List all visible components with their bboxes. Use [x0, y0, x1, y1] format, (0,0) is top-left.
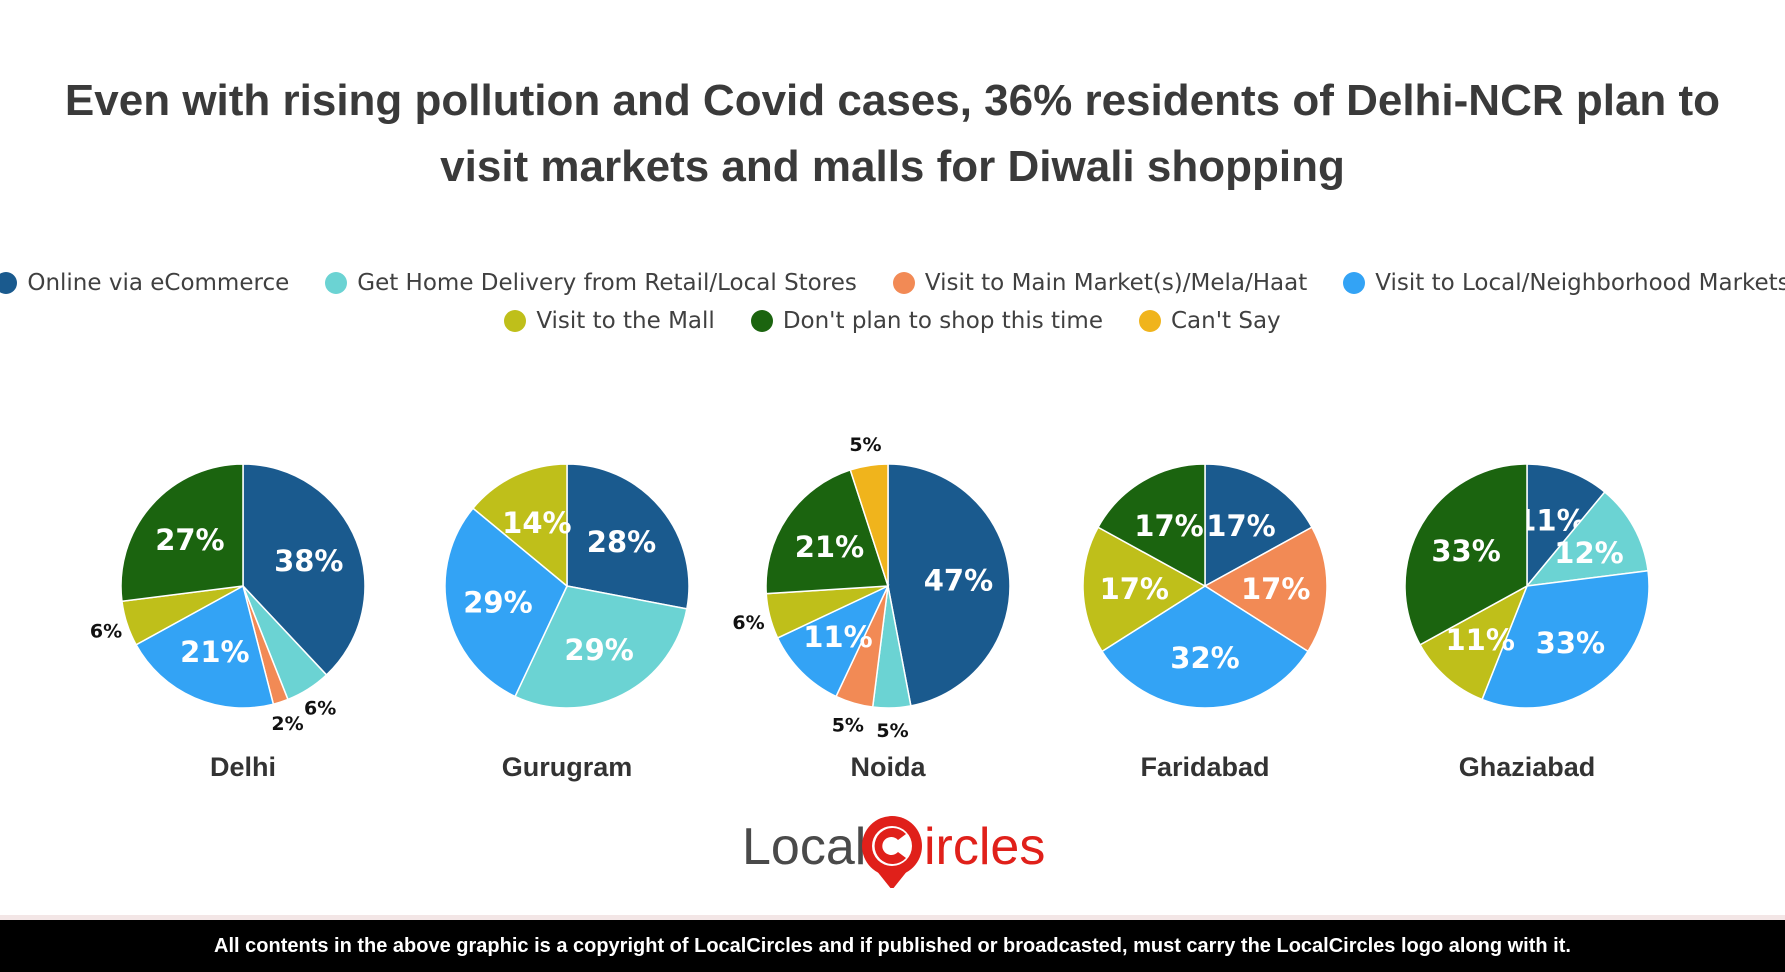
- legend-dot-icon: [504, 310, 527, 332]
- legend-dot-icon: [750, 310, 773, 332]
- slice-label: 2%: [271, 713, 303, 735]
- pie-slice: [1481, 569, 1650, 709]
- pie-slice: [1082, 526, 1207, 653]
- pie-slice: [1526, 463, 1606, 589]
- slice-label: 6%: [304, 698, 336, 720]
- pie-slice: [849, 463, 889, 587]
- pie-slice: [566, 463, 690, 610]
- legend-label: Online via eCommerce: [27, 270, 290, 296]
- pie-title: Delhi: [210, 752, 276, 782]
- slice-label: 29%: [564, 633, 633, 667]
- pie-faridabad: 17%17%32%17%17%Faridabad: [1082, 463, 1328, 782]
- slice-label: 14%: [502, 506, 571, 540]
- legend-item: Get Home Delivery from Retail/Local Stor…: [325, 270, 857, 296]
- pie-slice: [514, 585, 688, 709]
- legend-label: Don't plan to shop this time: [782, 308, 1103, 334]
- pie-slice: [1419, 584, 1529, 701]
- slice-label: 47%: [924, 563, 993, 597]
- legend-label: Get Home Delivery from Retail/Local Stor…: [357, 270, 857, 296]
- logo-text-local: Local: [742, 818, 866, 876]
- pie-title: Noida: [850, 752, 926, 782]
- pie-title: Gurugram: [502, 752, 633, 782]
- slice-label: 33%: [1431, 534, 1500, 568]
- pie-delhi: 38%6%2%21%6%27%Delhi: [90, 463, 366, 782]
- map-pin-icon: [862, 816, 922, 888]
- pie-slice: [887, 463, 1011, 707]
- legend-item: Visit to Main Market(s)/Mela/Haat: [892, 270, 1308, 296]
- pie-slice: [1404, 463, 1528, 646]
- pie-slice: [444, 507, 568, 698]
- pie-title: Ghaziabad: [1459, 752, 1596, 782]
- slice-label: 17%: [1100, 572, 1169, 606]
- slice-label: 17%: [1206, 509, 1275, 543]
- localcircles-logo: Local ircles: [742, 816, 1045, 888]
- slice-label: 28%: [587, 525, 656, 559]
- legend-row-2: Visit to the Mall Don't plan to shop thi…: [60, 308, 1725, 334]
- slice-label: 33%: [1536, 626, 1605, 660]
- pie-slice: [1203, 526, 1328, 653]
- legend-dot-icon: [1343, 272, 1366, 294]
- legend-label: Can't Say: [1170, 308, 1281, 334]
- pie-slice: [1097, 463, 1206, 588]
- legend-label: Visit to Local/Neighborhood Markets: [1375, 270, 1785, 296]
- slice-label: 12%: [1554, 536, 1623, 570]
- slice-label: 32%: [1170, 641, 1239, 675]
- slice-label: 5%: [832, 714, 864, 736]
- pie-slice: [120, 463, 244, 603]
- legend-dot-icon: [0, 272, 18, 294]
- legend-item: Visit to Local/Neighborhood Markets: [1343, 270, 1785, 296]
- pie-slice: [471, 463, 568, 588]
- pie-slice: [1100, 585, 1310, 709]
- legend-dot-icon: [892, 272, 915, 294]
- pie-ghaziabad: 11%12%33%11%33%Ghaziabad: [1404, 463, 1650, 782]
- pie-slice: [1525, 490, 1649, 587]
- pie-title: Faridabad: [1140, 752, 1269, 782]
- pie-slice: [765, 469, 890, 595]
- legend-item: Don't plan to shop this time: [750, 308, 1103, 334]
- legend-item: Visit to the Mall: [504, 308, 715, 334]
- slice-label: 11%: [803, 620, 872, 654]
- pie-slice: [1204, 463, 1313, 588]
- legend-item: Can't Say: [1138, 308, 1281, 334]
- slice-label: 5%: [849, 434, 881, 456]
- slice-label: 6%: [90, 620, 122, 642]
- legend-item: Online via eCommerce: [0, 270, 289, 296]
- pie-slice: [776, 584, 890, 698]
- pie-gurugram: 28% 29% 29% 14% Gurugram: [444, 463, 690, 782]
- slice-label: 6%: [732, 612, 764, 634]
- legend-dot-icon: [1138, 310, 1161, 332]
- slice-label: 21%: [795, 530, 864, 564]
- legend-label: Visit to Main Market(s)/Mela/Haat: [924, 270, 1308, 296]
- logo-text-ircles: ircles: [924, 818, 1045, 876]
- pie-noida: 47% 5% 5% 11% 6% 21% 5% Noida: [732, 434, 1011, 782]
- legend-row-1: Online via eCommerce Get Home Delivery f…: [0, 270, 1785, 296]
- legend-label: Visit to the Mall: [536, 308, 715, 334]
- pie-charts: 38%6%2%21%6%27%Delhi28%29%29%14%Gurugram…: [90, 434, 1650, 782]
- pie-slice: [135, 584, 275, 709]
- footer-divider: [0, 915, 1785, 920]
- slice-label: 17%: [1241, 572, 1310, 606]
- slice-label: 38%: [274, 544, 343, 578]
- pie-slice: [242, 463, 366, 676]
- slice-label: 17%: [1134, 509, 1203, 543]
- slice-label: 11%: [1445, 623, 1514, 657]
- slice-label: 29%: [463, 585, 532, 619]
- slice-label: 27%: [155, 523, 224, 557]
- legend-dot-icon: [325, 272, 348, 294]
- chart-title: Even with rising pollution and Covid cas…: [64, 76, 1721, 191]
- slice-label: 21%: [180, 635, 249, 669]
- slice-label: 5%: [876, 720, 908, 742]
- copyright-footer: All contents in the above graphic is a c…: [0, 920, 1785, 972]
